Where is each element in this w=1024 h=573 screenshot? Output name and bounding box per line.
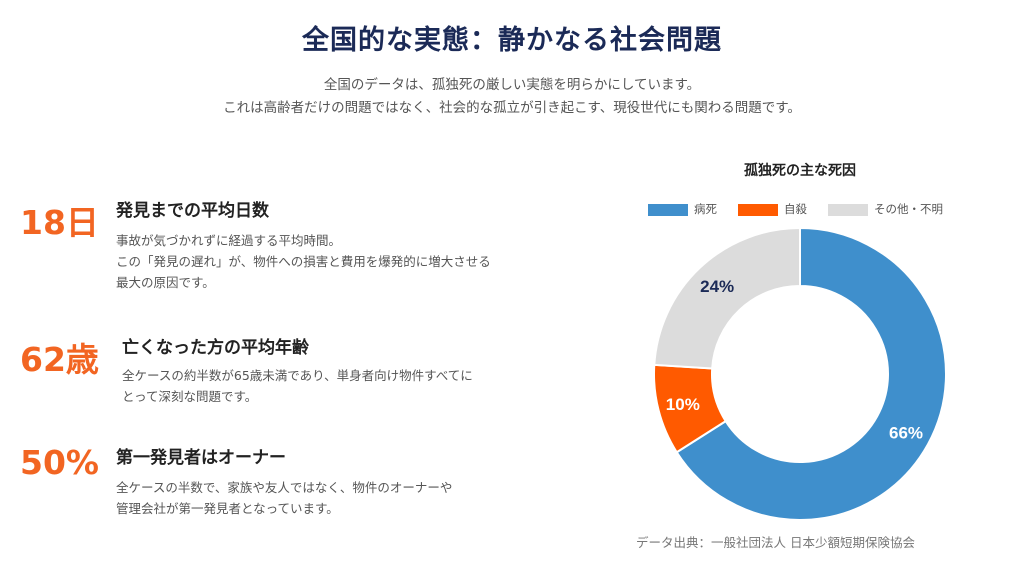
donut-label-1: 10% bbox=[666, 395, 700, 414]
stat-description: 全ケースの約半数が65歳未満であり、単身者向け物件すべてに とって深刻な問題です… bbox=[122, 365, 542, 407]
legend-item: 自殺 bbox=[738, 201, 807, 217]
legend-swatch bbox=[738, 203, 778, 216]
stat-number: 50% bbox=[20, 443, 99, 482]
stat-description: 事故が気づかれずに経過する平均時間。 この「発見の遅れ」が、物件への損害と費用を… bbox=[116, 230, 536, 293]
stat-description-line: 全ケースの半数で、家族や友人ではなく、物件のオーナーや bbox=[116, 480, 453, 495]
subtitle-line-2: これは高齢者だけの問題ではなく、社会的な孤立が引き起こす、現役世代にも関わる問題… bbox=[223, 100, 801, 116]
donut-label-0: 66% bbox=[889, 423, 923, 442]
donut-label-2: 24% bbox=[700, 277, 734, 296]
stat-description-line: 全ケースの約半数が65歳未満であり、単身者向け物件すべてに bbox=[122, 368, 473, 383]
stat-description: 全ケースの半数で、家族や友人ではなく、物件のオーナーや 管理会社が第一発見者とな… bbox=[116, 477, 536, 519]
stat-description-line: 管理会社が第一発見者となっています。 bbox=[116, 501, 339, 516]
stat-heading: 発見までの平均日数 bbox=[116, 201, 269, 221]
donut-slice-2 bbox=[653, 226, 801, 370]
legend-label: 病死 bbox=[694, 202, 717, 216]
stat-description-line: とって深刻な問題です。 bbox=[122, 389, 258, 404]
stat-number: 18日 bbox=[20, 203, 99, 242]
legend-item: その他・不明 bbox=[828, 201, 943, 217]
stat-description-line: この「発見の遅れ」が、物件への損害と費用を爆発的に増大させる bbox=[116, 254, 491, 269]
legend-label: その他・不明 bbox=[874, 202, 943, 216]
chart-title: 孤独死の主な死因 bbox=[744, 163, 856, 179]
page-title: 全国的な実態：静かなる社会問題 bbox=[302, 25, 722, 56]
stat-description-line: 最大の原因です。 bbox=[116, 275, 215, 290]
stat-number: 62歳 bbox=[20, 340, 99, 379]
data-source: データ出典：一般社団法人 日本少額短期保険協会 bbox=[636, 535, 915, 550]
legend-label: 自殺 bbox=[784, 202, 807, 216]
legend-swatch bbox=[648, 203, 688, 216]
legend-item: 病死 bbox=[648, 201, 717, 217]
stat-heading: 亡くなった方の平均年齢 bbox=[122, 338, 309, 358]
legend-swatch bbox=[828, 203, 868, 216]
donut-slice-0 bbox=[675, 226, 947, 521]
page-subtitle: 全国のデータは、孤独死の厳しい実態を明らかにしています。 これは高齢者だけの問題… bbox=[0, 74, 1024, 120]
subtitle-line-1: 全国のデータは、孤独死の厳しい実態を明らかにしています。 bbox=[323, 77, 701, 93]
stat-description-line: 事故が気づかれずに経過する平均時間。 bbox=[116, 233, 342, 248]
stat-heading: 第一発見者はオーナー bbox=[116, 448, 286, 468]
